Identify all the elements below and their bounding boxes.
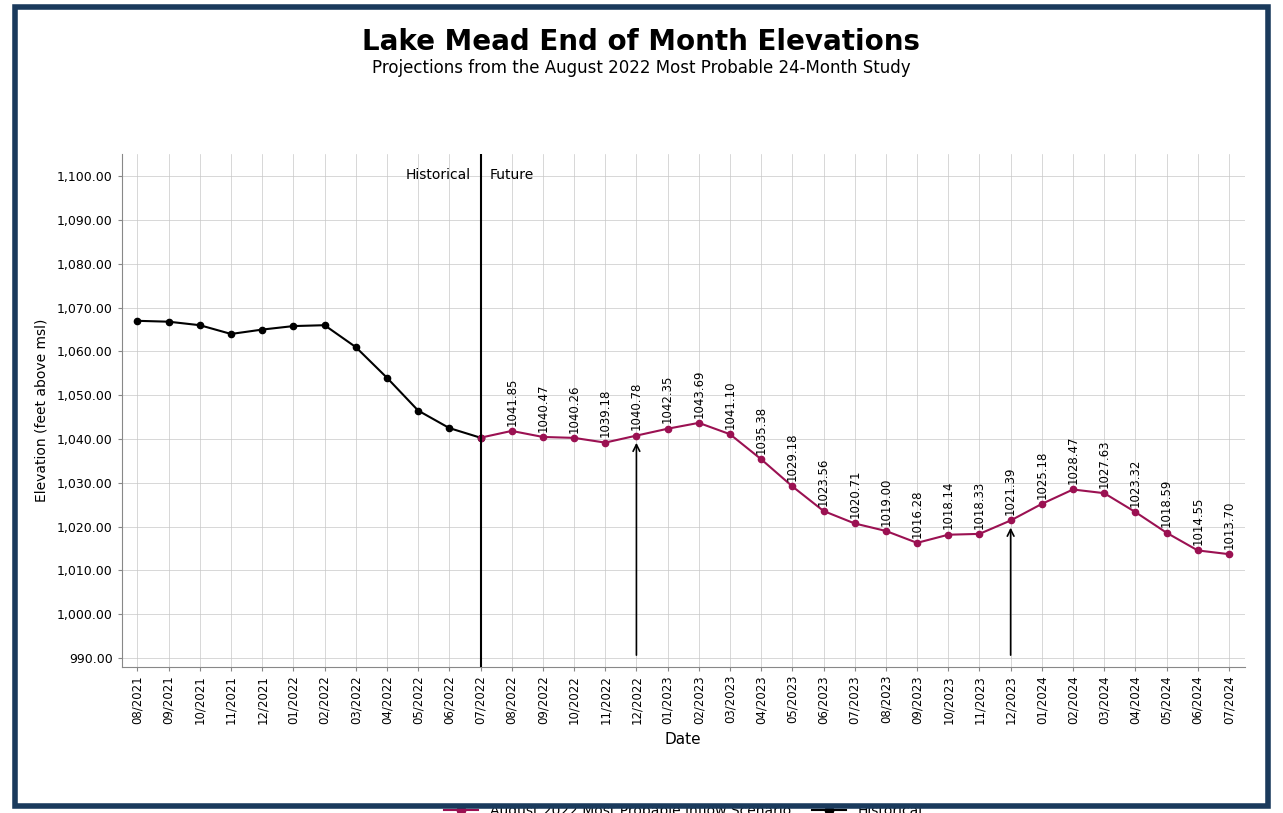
Text: 1039.18: 1039.18 bbox=[599, 389, 612, 437]
Text: 1014.55: 1014.55 bbox=[1191, 497, 1205, 546]
Y-axis label: Elevation (feet above msl): Elevation (feet above msl) bbox=[35, 319, 49, 502]
Text: 1016.28: 1016.28 bbox=[911, 489, 924, 537]
Text: Lake Mead End of Month Elevations: Lake Mead End of Month Elevations bbox=[363, 28, 920, 56]
Text: 1018.33: 1018.33 bbox=[973, 480, 985, 528]
Text: 1040.47: 1040.47 bbox=[536, 383, 549, 432]
Text: 1035.38: 1035.38 bbox=[754, 406, 767, 454]
Text: 1013.70: 1013.70 bbox=[1223, 501, 1236, 549]
Text: 1041.10: 1041.10 bbox=[724, 380, 736, 429]
Text: Historical: Historical bbox=[405, 167, 471, 181]
Text: 1040.26: 1040.26 bbox=[567, 384, 580, 433]
Text: 1019.00: 1019.00 bbox=[879, 477, 893, 526]
Text: 1041.85: 1041.85 bbox=[506, 377, 518, 426]
Text: Projections from the August 2022 Most Probable 24-Month Study: Projections from the August 2022 Most Pr… bbox=[372, 59, 911, 76]
Text: 1040.78: 1040.78 bbox=[630, 382, 643, 430]
Text: 1023.56: 1023.56 bbox=[817, 458, 830, 506]
Text: 1042.35: 1042.35 bbox=[661, 375, 674, 424]
Text: Future: Future bbox=[490, 167, 534, 181]
X-axis label: Date: Date bbox=[665, 733, 702, 747]
Text: 1021.39: 1021.39 bbox=[1005, 467, 1017, 515]
Legend: August 2022 Most Probable Inflow Scenario, Historical: August 2022 Most Probable Inflow Scenari… bbox=[439, 798, 928, 813]
Text: 1027.63: 1027.63 bbox=[1098, 439, 1111, 488]
Text: 1018.59: 1018.59 bbox=[1160, 479, 1173, 528]
Text: 1043.69: 1043.69 bbox=[693, 369, 706, 418]
Text: 1028.47: 1028.47 bbox=[1066, 436, 1079, 485]
Text: 1023.32: 1023.32 bbox=[1129, 459, 1142, 506]
Text: 1025.18: 1025.18 bbox=[1035, 450, 1048, 498]
Text: 1018.14: 1018.14 bbox=[942, 481, 955, 529]
Text: 1029.18: 1029.18 bbox=[786, 433, 799, 481]
Text: 1020.71: 1020.71 bbox=[848, 470, 861, 518]
